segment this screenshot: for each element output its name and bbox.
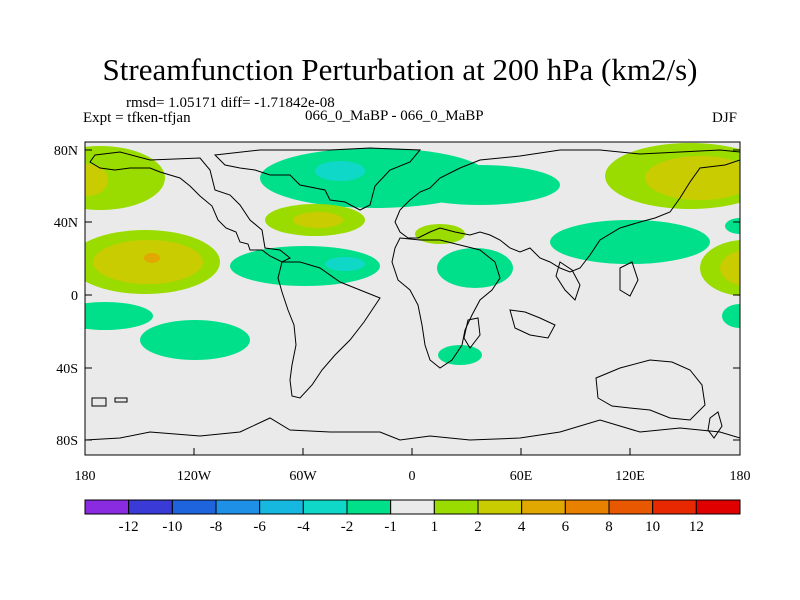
teal-core-atl (325, 257, 365, 271)
lon-label: 180 (75, 469, 96, 484)
colorbar-swatch (695, 499, 741, 515)
coast-africa (391, 237, 501, 369)
lat-labels: 80N 40N 0 40S 80S (54, 144, 78, 449)
orange-core-pac (144, 253, 160, 263)
yellow-core-natl (293, 212, 343, 228)
stats-text: rmsd= 1.05171 diff= -1.71842e-08 (126, 95, 335, 111)
colorbar-label: -4 (297, 519, 310, 535)
coast-island-2 (114, 397, 128, 403)
coast-australia (595, 359, 706, 421)
colorbar-swatch (521, 499, 566, 515)
colorbar-swatch (564, 499, 610, 515)
lon-label: 60W (289, 469, 317, 484)
colorbar-label: -10 (162, 519, 182, 535)
continent-outlines (85, 147, 740, 441)
yellow-core-nw (85, 164, 108, 196)
coast-japan (619, 261, 639, 297)
coast-antarctica (85, 417, 740, 441)
colorbar-label: 1 (431, 519, 439, 535)
colorbar-label: -2 (341, 519, 354, 535)
colorbar-swatch (128, 499, 173, 515)
colorbar-label: -8 (210, 519, 223, 535)
colorbar-label: 10 (645, 519, 660, 535)
coast-greenland (213, 147, 422, 211)
green-blob-ind (550, 220, 710, 264)
colorbar-swatch (608, 499, 654, 515)
colorbar-swatch (215, 499, 261, 515)
colorbar-label: -1 (384, 519, 397, 535)
coast-se-asia (555, 261, 581, 301)
positive-anomaly-2 (400, 165, 560, 205)
colorbar-swatch (652, 499, 697, 515)
lat-label: 80S (56, 434, 78, 449)
plot-title: Streamfunction Perturbation at 200 hPa (… (102, 52, 698, 87)
colorbar: -12 -10 -8 -6 -4 -2 -1 1 2 4 6 8 10 12 (84, 499, 741, 535)
coast-indonesia (509, 309, 556, 339)
negative-anomaly-core-1 (315, 161, 365, 181)
lon-label: 60E (510, 469, 533, 484)
colorbar-label: 8 (605, 519, 613, 535)
yellow-blob-east (700, 240, 740, 296)
colorbar-label: 6 (562, 519, 570, 535)
colorbar-swatch (477, 499, 523, 515)
coast-north-america (89, 151, 291, 263)
coast-eurasia (394, 149, 740, 273)
lat-label: 40S (56, 362, 78, 377)
lon-ticks (84, 448, 741, 455)
lon-label: 120E (615, 469, 645, 484)
lat-ticks (85, 149, 740, 441)
colorbar-swatch (346, 499, 392, 515)
green-blob-afr (437, 248, 513, 288)
lat-label: 0 (71, 289, 78, 304)
colorbar-swatch (433, 499, 479, 515)
coast-island-1 (91, 397, 107, 407)
coast-madagascar (463, 317, 481, 349)
yellow-blob-nw (85, 146, 165, 210)
lat-label: 80N (54, 144, 78, 159)
colorbar-label: 2 (474, 519, 482, 535)
green-blob-spac (140, 320, 250, 360)
lat-label: 40N (54, 216, 78, 231)
yellow-core-ne (645, 156, 740, 200)
experiment-label: Expt = tfken-tfjan (83, 110, 191, 126)
green-blob-saf (438, 345, 482, 365)
green-blob-edge (722, 304, 740, 328)
green-blob-atl (230, 246, 380, 286)
colorbar-label: -6 (253, 519, 266, 535)
colorbar-swatch (84, 499, 130, 515)
colorbar-swatch (259, 499, 304, 515)
lon-labels: 180 120W 60W 0 60E 120E 180 (75, 469, 751, 484)
yellow-core-east (720, 250, 740, 286)
green-blob-trop-w (85, 302, 153, 330)
colorbar-swatch (302, 499, 348, 515)
yellow-blob-med (415, 224, 465, 244)
season-label: DJF (712, 110, 738, 126)
lon-label: 180 (730, 469, 751, 484)
colorbar-label: 4 (518, 519, 526, 535)
colorbar-swatch (390, 499, 435, 515)
lon-label: 0 (409, 469, 416, 484)
case-label: 066_0_MaBP - 066_0_MaBP (305, 108, 484, 124)
colorbar-swatch (171, 499, 217, 515)
lon-label: 120W (177, 469, 212, 484)
coast-south-america (277, 261, 381, 399)
colorbar-label: -12 (119, 519, 139, 535)
colorbar-label: 12 (689, 519, 704, 535)
